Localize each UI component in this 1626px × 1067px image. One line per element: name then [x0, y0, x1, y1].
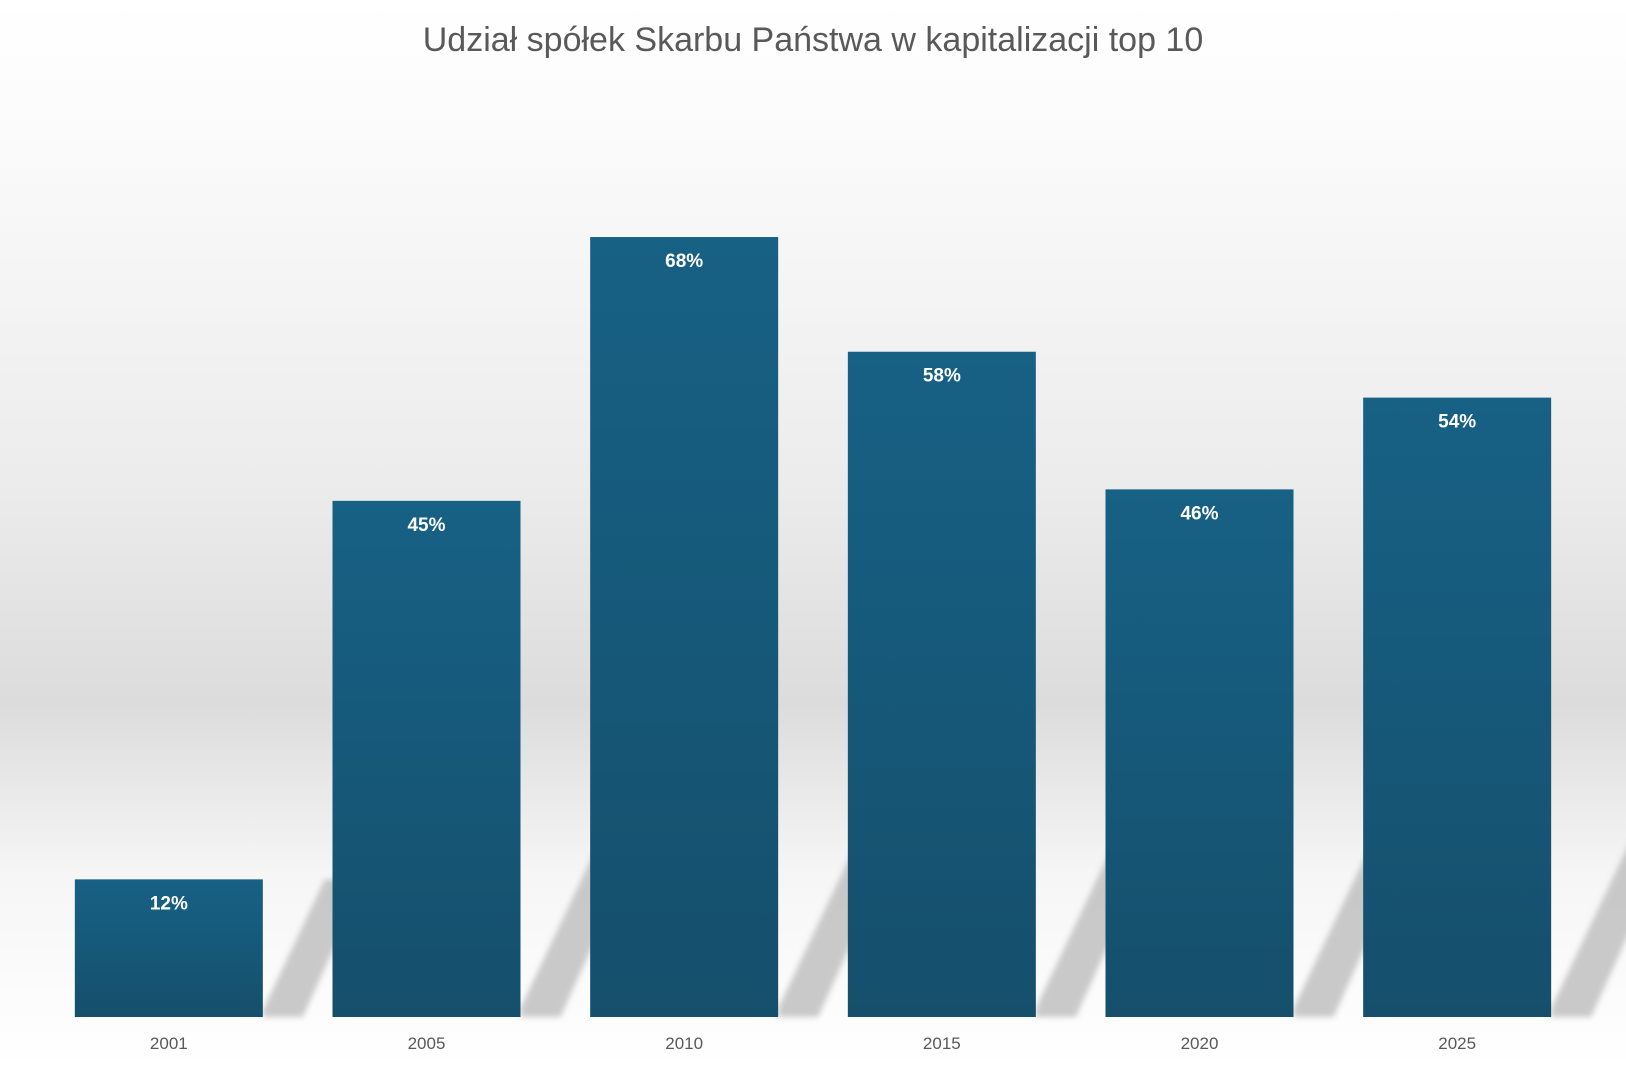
- x-tick-label-2025: 2025: [1438, 1034, 1476, 1053]
- x-axis-tick-labels: 2001 2005 2010 2015 2020 2025: [150, 1034, 1476, 1053]
- x-tick-label-2005: 2005: [408, 1034, 446, 1053]
- data-label-2001: 12%: [150, 893, 188, 914]
- chart-title: Udział spółek Skarbu Państwa w kapitaliz…: [423, 21, 1204, 59]
- x-tick-label-2015: 2015: [923, 1034, 961, 1053]
- bar-2015: [847, 351, 1036, 1017]
- value-labels: 12% 45% 68% 58% 46% 54%: [150, 251, 1476, 914]
- bar-2025: [1363, 397, 1552, 1017]
- data-label-2005: 45%: [407, 515, 445, 536]
- x-tick-label-2001: 2001: [150, 1034, 188, 1053]
- bars: [74, 237, 1552, 1018]
- data-label-2015: 58%: [923, 366, 961, 387]
- data-label-2020: 46%: [1180, 503, 1218, 524]
- bar-2020: [1105, 489, 1294, 1017]
- x-tick-label-2010: 2010: [665, 1034, 703, 1053]
- data-label-2010: 68%: [665, 251, 703, 272]
- bar-2005: [332, 500, 521, 1018]
- bar-2010: [590, 237, 779, 1018]
- data-label-2025: 54%: [1438, 412, 1476, 433]
- bar-2001: [74, 879, 263, 1017]
- bar-shadow: [1551, 850, 1626, 1017]
- x-tick-label-2020: 2020: [1181, 1034, 1219, 1053]
